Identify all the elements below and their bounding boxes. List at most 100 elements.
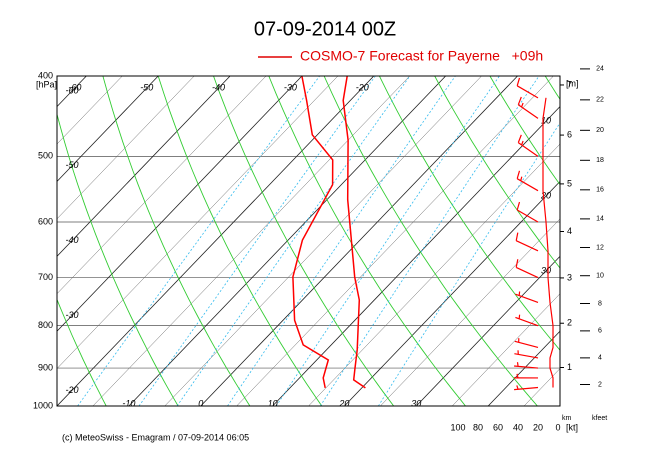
x-tick-label: 30: [411, 398, 421, 408]
wind-barb: [514, 338, 539, 349]
isotherm: [0, 76, 50, 406]
isotherm: [0, 76, 15, 406]
wind-speed-tick-label: 20: [533, 422, 543, 432]
isotherm-label: 30: [541, 265, 551, 275]
wind-unit: [kt]: [566, 422, 578, 432]
kft-tick-label: 6: [598, 328, 602, 335]
isotherm-label: 20: [540, 190, 551, 200]
isotherm: [57, 76, 231, 257]
wind-barb: [515, 291, 539, 303]
isotherm: [57, 76, 267, 295]
kft-tick-label: 2: [598, 381, 602, 388]
km-tick-label: 1: [567, 362, 572, 372]
y-tick-label: 900: [38, 362, 53, 372]
y-tick-label: 700: [38, 272, 53, 282]
dry-adiabat: [268, 76, 466, 406]
kft-tick-label: 20: [596, 127, 604, 134]
wind-speed-tick-label: 40: [513, 422, 523, 432]
temperature-line: [342, 75, 366, 389]
isotherm: [559, 405, 560, 406]
isotherm-label: -60: [65, 85, 78, 95]
y-tick-label: 600: [38, 216, 53, 226]
plot-grid: [0, 76, 650, 406]
isotherm: [380, 218, 560, 406]
isotherm: [200, 76, 518, 406]
wind-barb: [516, 201, 539, 223]
isotherm: [57, 76, 339, 369]
isotherm: [272, 106, 560, 406]
kft-tick-label: 24: [596, 66, 604, 73]
kft-tick-label: 12: [596, 244, 604, 251]
km-label: km: [562, 415, 572, 422]
isotherm: [57, 76, 123, 145]
wind-speed-tick-label: 80: [473, 422, 483, 432]
dry-adiabat: [378, 76, 560, 351]
y-tick-label: 500: [38, 151, 53, 161]
isotherm: [57, 76, 375, 406]
wind-speed-line: [542, 97, 554, 388]
isotherm-label: -20: [65, 385, 78, 395]
footer: (c) MeteoSwiss - Emagram / 07-09-2014 06…: [62, 432, 249, 442]
isotherm: [57, 76, 195, 220]
height-unit: [m]: [566, 78, 579, 88]
wind-barb: [515, 259, 539, 279]
dry-adiabat: [601, 76, 650, 406]
kft-tick-label: 18: [596, 157, 604, 164]
dry-adiabat: [57, 298, 107, 406]
dry-adiabat: [57, 112, 179, 406]
mixing-ratio-line: [275, 76, 500, 406]
isotherm: [236, 76, 554, 406]
legend-label: COSMO-7 Forecast for Payerne +09h: [300, 48, 543, 64]
wind-barb: [514, 362, 539, 369]
isotherm-label: -60: [68, 82, 81, 92]
wind-speed-tick-label: 60: [493, 422, 503, 432]
km-tick-label: 3: [567, 272, 572, 282]
wind-barb: [516, 170, 539, 192]
wind-barb: [515, 314, 539, 327]
km-tick-label: 7: [567, 79, 572, 89]
isotherm: [452, 293, 560, 406]
kft-tick-label: 8: [598, 300, 602, 307]
mixing-ratio-line: [378, 122, 560, 406]
chart-title: 07-09-2014 00Z: [254, 18, 396, 40]
y-tick-label: 400: [38, 70, 53, 80]
dewpoint-line: [292, 75, 334, 389]
wind-speed-tick-label: 100: [450, 422, 465, 432]
isotherm: [57, 76, 303, 332]
wind-barb: [516, 77, 539, 99]
kft-tick-label: 22: [596, 97, 604, 104]
isotherm-label: -20: [356, 82, 369, 92]
mixing-ratio-line: [319, 76, 540, 406]
wind-barb: [517, 134, 539, 157]
kft-tick-label: 14: [596, 216, 604, 223]
isotherm-label: -40: [65, 235, 78, 245]
kft-tick-label: 10: [596, 273, 604, 280]
mixing-ratio-line: [138, 76, 376, 406]
isotherm: [308, 143, 560, 406]
isotherm: [487, 330, 560, 406]
isotherm-label: -40: [212, 82, 225, 92]
isotherm-label: -50: [140, 82, 153, 92]
x-tick-label: 10: [268, 398, 278, 408]
km-tick-label: 2: [567, 318, 572, 328]
dry-adiabat: [102, 76, 251, 406]
isotherm: [415, 255, 560, 406]
y-tick-label: 1000: [33, 400, 53, 410]
isotherm: [92, 76, 410, 406]
wind-barb: [514, 350, 539, 359]
km-tick-label: 4: [567, 226, 572, 236]
dry-adiabat: [323, 76, 538, 406]
x-tick-label: 0: [198, 398, 203, 408]
dry-adiabat: [0, 76, 34, 406]
km-tick-label: 6: [567, 129, 572, 139]
wind-barb: [515, 232, 539, 252]
isotherm-label: 10: [541, 116, 551, 126]
isotherm: [344, 180, 560, 406]
y-unit: [hPa]: [36, 79, 57, 89]
dry-adiabat: [157, 76, 323, 406]
plot-frame: [56, 75, 561, 407]
wind-barb: [517, 96, 539, 119]
km-tick-label: 5: [567, 178, 572, 188]
x-tick-label: 20: [338, 398, 349, 408]
